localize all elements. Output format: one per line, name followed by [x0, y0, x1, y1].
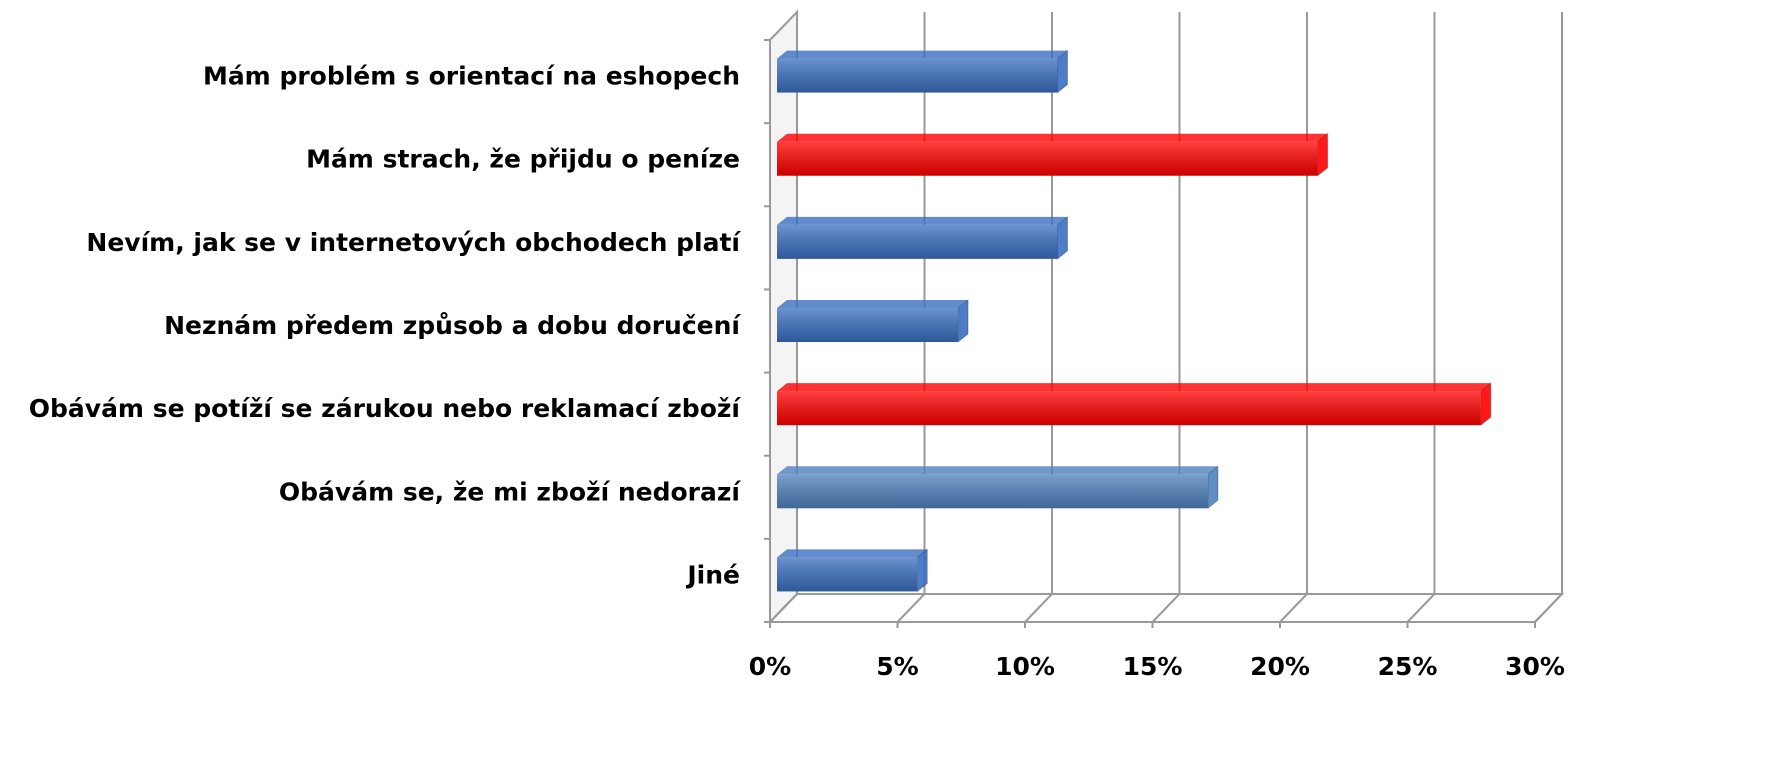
bar-side: [1057, 215, 1068, 260]
y-tick-label: Mám strach, že přijdu o peníze: [306, 145, 740, 174]
bar-side: [1057, 49, 1068, 94]
bar-top: [777, 300, 969, 308]
bar-side: [1317, 132, 1329, 177]
grid-line: [1279, 12, 1308, 623]
bar-shade: [777, 224, 1058, 259]
bar-top: [777, 50, 1068, 59]
grid-line: [1024, 12, 1053, 623]
grid-line: [1534, 12, 1563, 623]
grid-line: [896, 12, 926, 623]
bar-side: [916, 548, 928, 593]
bar-top: [777, 383, 1491, 392]
bar-top: [777, 549, 928, 558]
y-tick-label: Nevím, jak se v internetových obchodech …: [86, 228, 741, 257]
grid-line: [1406, 12, 1436, 623]
x-tick-label: 30%: [1505, 652, 1565, 681]
bar-shade: [777, 58, 1058, 93]
bar-shade: [777, 141, 1318, 176]
y-tick-label: Obávám se, že mi zboží nedorazí: [279, 477, 742, 506]
bar-shade: [777, 557, 918, 592]
bar-top: [777, 466, 1218, 475]
x-tick-label: 5%: [876, 652, 918, 681]
y-tick-label: Neznám předem způsob a dobu doručení: [164, 311, 741, 340]
y-tick-label: Mám problém s orientací na eshopech: [203, 62, 740, 91]
bar-side: [1207, 465, 1219, 510]
bar-top: [777, 133, 1328, 142]
y-tick-label: Jiné: [685, 560, 740, 589]
bar-shade: [777, 391, 1481, 426]
x-tick-label: 20%: [1250, 652, 1310, 681]
bar-shade: [777, 308, 959, 342]
grid-line: [1151, 12, 1181, 623]
grid-line: [769, 12, 798, 623]
y-tick-label: Obávám se potíží se zárukou nebo reklama…: [29, 394, 742, 423]
bar-side: [1480, 382, 1492, 427]
bar-top: [777, 216, 1068, 225]
x-tick-label: 10%: [995, 652, 1055, 681]
x-tick-label: 0%: [749, 652, 791, 681]
x-tick-label: 25%: [1378, 652, 1438, 681]
bar-shade: [777, 474, 1208, 509]
x-tick-label: 15%: [1123, 652, 1183, 681]
bar-side: [957, 298, 969, 344]
